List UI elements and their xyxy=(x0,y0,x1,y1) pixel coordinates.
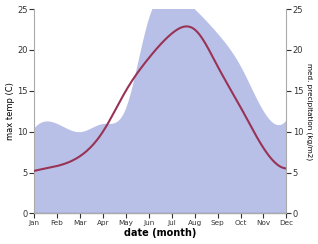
Y-axis label: med. precipitation (kg/m2): med. precipitation (kg/m2) xyxy=(306,63,313,160)
X-axis label: date (month): date (month) xyxy=(124,228,197,238)
Y-axis label: max temp (C): max temp (C) xyxy=(5,82,15,140)
